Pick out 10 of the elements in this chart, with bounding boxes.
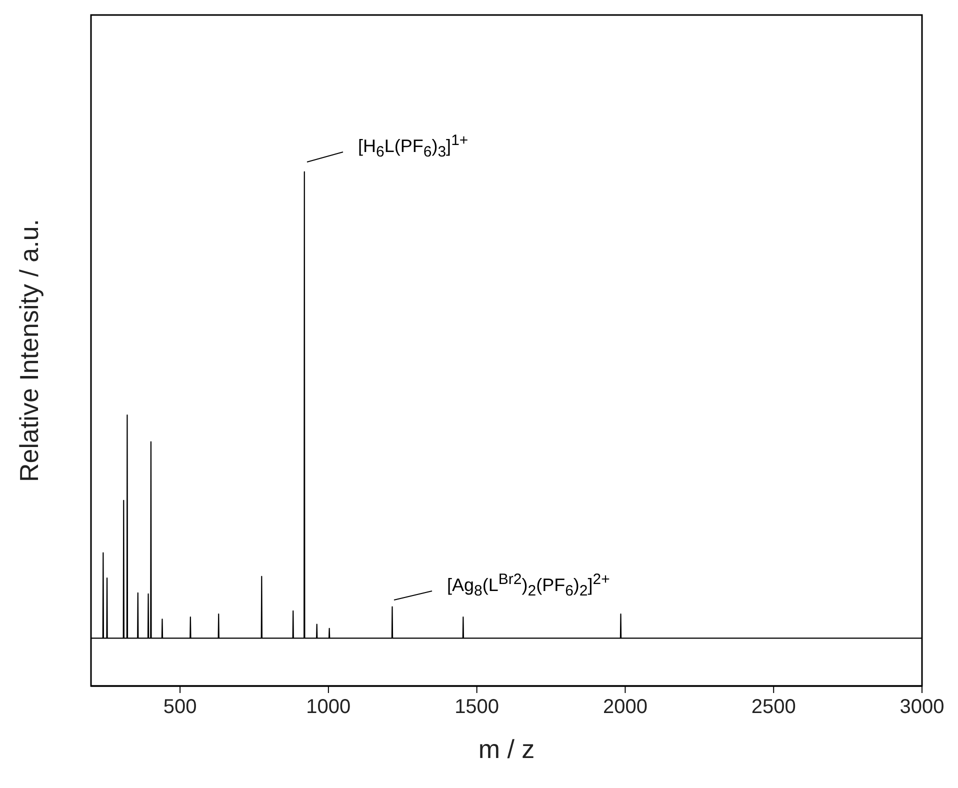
x-tick-label: 500 [163,696,197,718]
text: [H$_{6}$L(PF$_{6}$)$_{3}$]$^{1+}$ [358,131,468,163]
text: [Ag$_{8}$(L$^{Br2}$)$_{2}$(PF$_{6}$)$_{2}$]$^{2+}$ [447,571,610,600]
x-tick-label: 1500 [454,696,500,718]
x-axis-title: m / z [478,734,535,764]
x-tick-label: 1000 [306,696,351,718]
y-axis-title: Relative Intensity / a.u. [14,218,44,482]
x-tick-label: 2000 [602,696,648,718]
x-tick-label: 3000 [900,696,944,718]
x-tick-label: 2500 [751,696,796,718]
